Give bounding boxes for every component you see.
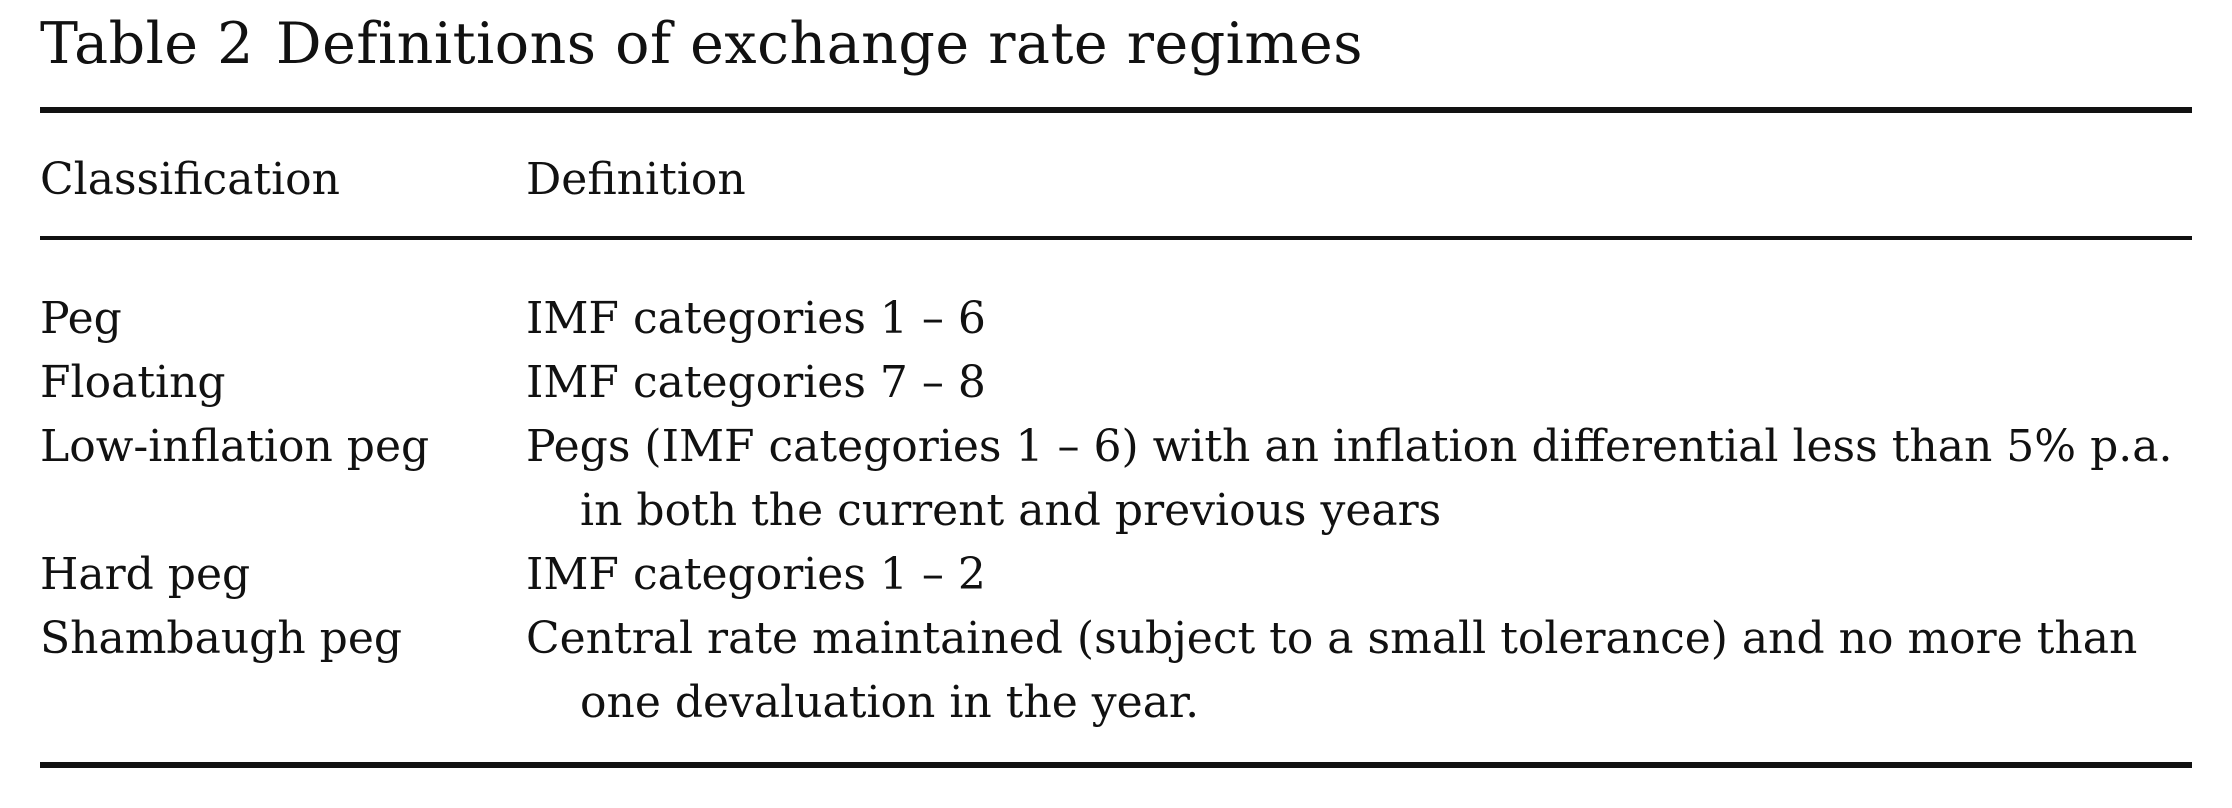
header-classification: Classification <box>40 154 341 205</box>
table-row: Shambaugh peg Central rate maintained (s… <box>40 607 2192 735</box>
definition-line: IMF categories 1 – 6 <box>526 293 986 344</box>
classification-cell: Shambaugh peg <box>40 613 403 664</box>
table-row: Hard peg IMF categories 1 – 2 <box>40 543 2192 607</box>
definition-line: IMF categories 1 – 2 <box>526 549 986 600</box>
definition-line: IMF categories 7 – 8 <box>526 357 986 408</box>
definition-cell: Pegs (IMF categories 1 – 6) with an infl… <box>526 415 2192 543</box>
table-body: Peg IMF categories 1 – 6 Floating IMF ca… <box>40 287 2192 735</box>
classification-cell: Floating <box>40 357 226 408</box>
definition-line: Central rate maintained (subject to a sm… <box>526 613 2138 664</box>
table-row: Peg IMF categories 1 – 6 <box>40 287 2192 351</box>
header-definition: Definition <box>526 154 746 205</box>
definition-cell: IMF categories 7 – 8 <box>526 351 2192 415</box>
definition-line-continued: one devaluation in the year. <box>580 677 1200 728</box>
definition-line: Pegs (IMF categories 1 – 6) with an infl… <box>526 421 2173 472</box>
table-row: Low-inflation peg Pegs (IMF categories 1… <box>40 415 2192 543</box>
header-rule <box>40 236 2192 240</box>
table-number: Table 2 <box>40 11 254 77</box>
classification-cell: Hard peg <box>40 549 251 600</box>
definition-line-continued: in both the current and previous years <box>580 485 1442 536</box>
definition-cell: IMF categories 1 – 2 <box>526 543 2192 607</box>
table-row: Floating IMF categories 7 – 8 <box>40 351 2192 415</box>
top-rule <box>40 107 2192 113</box>
table-title: Definitions of exchange rate regimes <box>275 11 1363 77</box>
classification-cell: Peg <box>40 293 122 344</box>
classification-cell: Low-inflation peg <box>40 421 430 472</box>
bottom-rule <box>40 762 2192 768</box>
definition-cell: IMF categories 1 – 6 <box>526 287 2192 351</box>
table-caption: Table 2 Definitions of exchange rate regi… <box>40 8 1363 80</box>
definition-cell: Central rate maintained (subject to a sm… <box>526 607 2192 735</box>
